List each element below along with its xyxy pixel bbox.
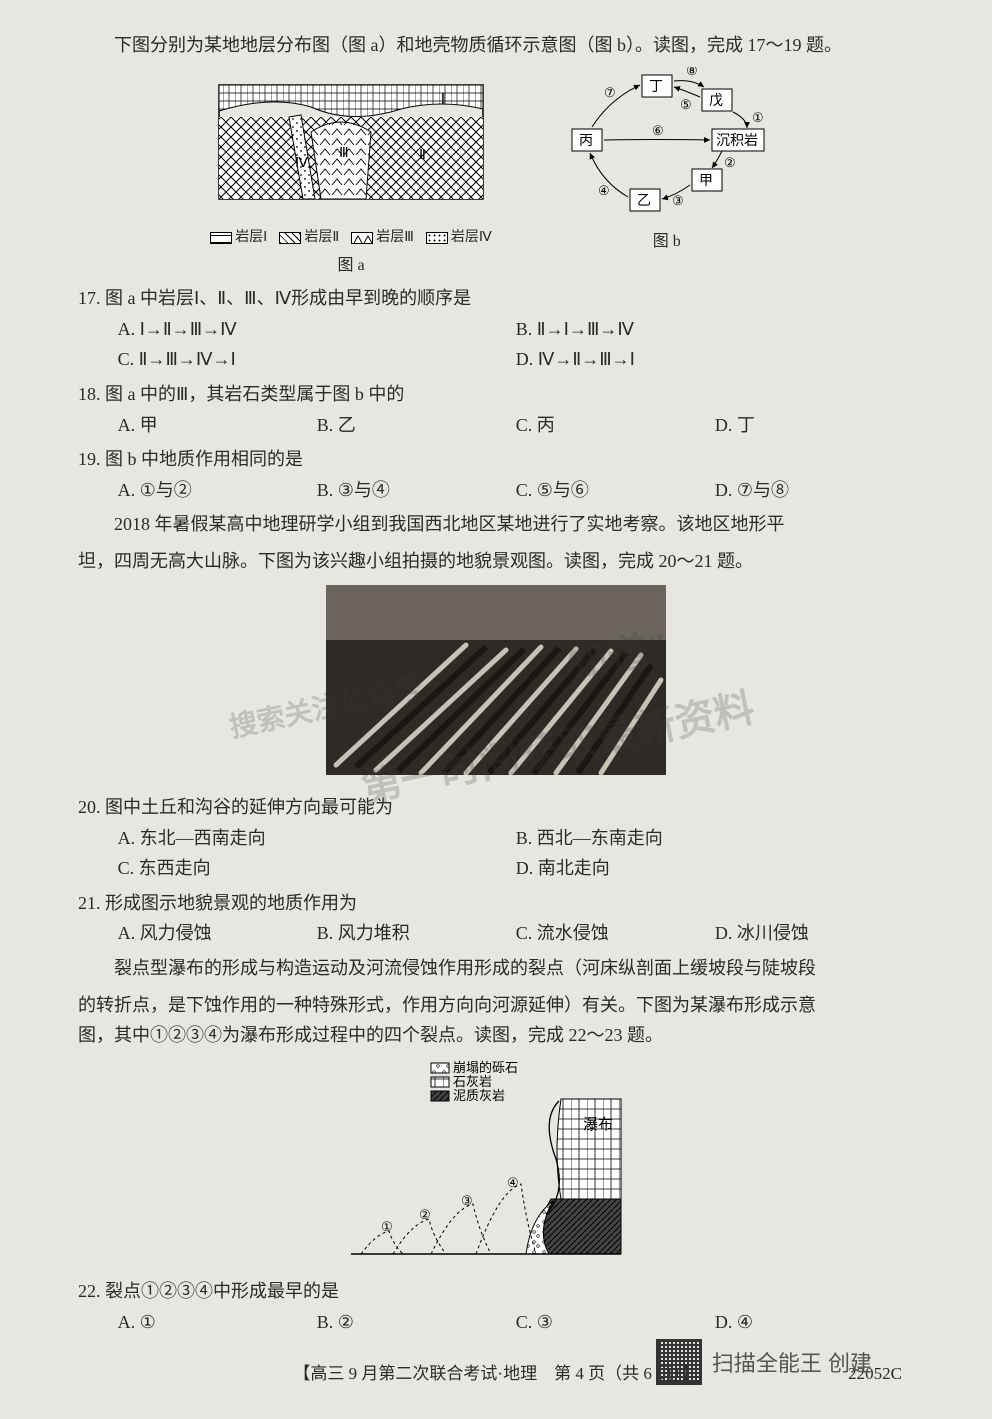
q19-B[interactable]: B. ③与④	[317, 475, 516, 506]
svg-text:Ⅱ: Ⅱ	[419, 148, 426, 163]
figure-a: Ⅰ Ⅱ Ⅲ Ⅳ 岩层Ⅰ 岩层Ⅱ 岩层Ⅲ 岩层Ⅳ 图 a	[210, 67, 492, 280]
svg-text:⑥: ⑥	[652, 123, 664, 138]
q22-B[interactable]: B. ②	[317, 1307, 516, 1338]
q21-stem: 21. 形成图示地貌景观的地质作用为	[78, 888, 914, 919]
q21-D[interactable]: D. 冰川侵蚀	[715, 918, 914, 949]
q20-C[interactable]: C. 东西走向	[118, 853, 516, 884]
svg-text:⑤: ⑤	[680, 97, 692, 112]
footer-text: 【高三 9 月第二次联合考试·地理 第 4 页（共 6 页）】	[293, 1364, 698, 1383]
q18-A[interactable]: A. 甲	[118, 410, 317, 441]
svg-text:④: ④	[507, 1175, 519, 1190]
q18-B[interactable]: B. 乙	[317, 410, 516, 441]
rock-cycle-diagram: 丁 戊 丙 沉积岩 甲 乙 ① ② ③ ④	[552, 67, 782, 217]
svg-text:Ⅰ: Ⅰ	[441, 92, 445, 107]
q22-C[interactable]: C. ③	[516, 1307, 715, 1338]
intro-20-21-line2: 坦，四周无高大山脉。下图为该兴趣小组拍摄的地貌景观图。读图，完成 20～21 题…	[78, 546, 914, 577]
svg-text:崩塌的砾石: 崩塌的砾石	[453, 1060, 518, 1075]
q18-C[interactable]: C. 丙	[516, 410, 715, 441]
svg-text:乙: 乙	[637, 193, 651, 209]
intro-22-23-line1: 裂点型瀑布的形成与构造运动及河流侵蚀作用形成的裂点（河床纵剖面上缓坡段与陡坡段	[78, 953, 914, 984]
svg-text:⑧: ⑧	[686, 67, 698, 78]
q17-options: A. Ⅰ→Ⅱ→Ⅲ→Ⅳ B. Ⅱ→Ⅰ→Ⅲ→Ⅳ C. Ⅱ→Ⅲ→Ⅳ→Ⅰ D. Ⅳ→Ⅱ→…	[78, 314, 914, 375]
qr-text: 扫描全能王 创建	[712, 1346, 872, 1378]
q19-options: A. ①与② B. ③与④ C. ⑤与⑥ D. ⑦与⑧	[78, 475, 914, 506]
q17-B[interactable]: B. Ⅱ→Ⅰ→Ⅲ→Ⅳ	[516, 314, 914, 345]
q19-C[interactable]: C. ⑤与⑥	[516, 475, 715, 506]
q21-C[interactable]: C. 流水侵蚀	[516, 918, 715, 949]
q18-stem: 18. 图 a 中的Ⅲ，其岩石类型属于图 b 中的	[78, 379, 914, 410]
svg-text:②: ②	[419, 1207, 431, 1222]
svg-text:③: ③	[672, 193, 684, 208]
figure-b-caption: 图 b	[552, 228, 782, 255]
svg-text:丙: 丙	[579, 134, 593, 149]
stratum-diagram: Ⅰ Ⅱ Ⅲ Ⅳ	[211, 67, 491, 217]
yardang-photo-wrap: 知道" 第一时间获取最新资料 搜索关注公众号	[78, 585, 914, 785]
svg-text:沉积岩: 沉积岩	[716, 133, 758, 149]
q22-options: A. ① B. ② C. ③ D. ④	[78, 1307, 914, 1338]
waterfall-diagram: 崩塌的砾石 石灰岩 泥质灰岩 瀑布 ① ②	[331, 1059, 661, 1259]
q20-D[interactable]: D. 南北走向	[516, 853, 914, 884]
q21-B[interactable]: B. 风力堆积	[317, 918, 516, 949]
intro-20-21-line1: 2018 年暑假某高中地理研学小组到我国西北地区某地进行了实地考察。该地区地形平	[78, 509, 914, 540]
q17-stem: 17. 图 a 中岩层Ⅰ、Ⅱ、Ⅲ、Ⅳ形成由早到晚的顺序是	[78, 283, 914, 314]
q20-B[interactable]: B. 西北—东南走向	[516, 823, 914, 854]
q17-C[interactable]: C. Ⅱ→Ⅲ→Ⅳ→Ⅰ	[118, 344, 516, 375]
yardang-photo	[326, 585, 666, 775]
qr-code-icon	[656, 1339, 702, 1385]
svg-text:Ⅲ: Ⅲ	[339, 146, 349, 161]
q20-stem: 20. 图中土丘和沟谷的延伸方向最可能为	[78, 792, 914, 823]
svg-text:②: ②	[724, 155, 736, 170]
svg-text:⑦: ⑦	[604, 85, 616, 100]
svg-text:①: ①	[752, 110, 764, 125]
svg-text:瀑布: 瀑布	[583, 1116, 613, 1133]
intro-17-19: 下图分别为某地地层分布图（图 a）和地壳物质循环示意图（图 b）。读图，完成 1…	[78, 30, 914, 61]
q22-stem: 22. 裂点①②③④中形成最早的是	[78, 1276, 914, 1307]
svg-text:泥质灰岩: 泥质灰岩	[453, 1088, 505, 1103]
q19-stem: 19. 图 b 中地质作用相同的是	[78, 444, 914, 475]
scanner-watermark: 扫描全能王 创建	[656, 1339, 872, 1385]
svg-text:戊: 戊	[709, 93, 723, 109]
q22-A[interactable]: A. ①	[118, 1307, 317, 1338]
svg-text:石灰岩: 石灰岩	[453, 1074, 492, 1089]
svg-text:Ⅳ: Ⅳ	[295, 156, 308, 171]
q19-A[interactable]: A. ①与②	[118, 475, 317, 506]
svg-text:④: ④	[598, 183, 610, 198]
q22-D[interactable]: D. ④	[715, 1307, 914, 1338]
q19-D[interactable]: D. ⑦与⑧	[715, 475, 914, 506]
q18-options: A. 甲 B. 乙 C. 丙 D. 丁	[78, 410, 914, 441]
q18-D[interactable]: D. 丁	[715, 410, 914, 441]
q17-A[interactable]: A. Ⅰ→Ⅱ→Ⅲ→Ⅳ	[118, 314, 516, 345]
figure-a-caption: 图 a	[210, 252, 492, 279]
intro-22-23-line2: 的转折点，是下蚀作用的一种特殊形式，作用方向向河源延伸）有关。下图为某瀑布形成示…	[78, 990, 914, 1021]
q21-options: A. 风力侵蚀 B. 风力堆积 C. 流水侵蚀 D. 冰川侵蚀	[78, 918, 914, 949]
svg-text:③: ③	[461, 1193, 473, 1208]
figure-b: 丁 戊 丙 沉积岩 甲 乙 ① ② ③ ④	[552, 67, 782, 256]
svg-text:丁: 丁	[649, 80, 663, 95]
figures-ab: Ⅰ Ⅱ Ⅲ Ⅳ 岩层Ⅰ 岩层Ⅱ 岩层Ⅲ 岩层Ⅳ 图 a	[78, 67, 914, 280]
svg-text:①: ①	[381, 1219, 393, 1234]
svg-text:甲: 甲	[699, 174, 713, 189]
waterfall-figure: 崩塌的砾石 石灰岩 泥质灰岩 瀑布 ① ②	[78, 1059, 914, 1269]
figure-a-legend: 岩层Ⅰ 岩层Ⅱ 岩层Ⅲ 岩层Ⅳ	[210, 226, 492, 250]
q21-A[interactable]: A. 风力侵蚀	[118, 918, 317, 949]
q17-D[interactable]: D. Ⅳ→Ⅱ→Ⅲ→Ⅰ	[516, 344, 914, 375]
intro-22-23-line3: 图，其中①②③④为瀑布形成过程中的四个裂点。读图，完成 22～23 题。	[78, 1020, 914, 1051]
q20-options: A. 东北—西南走向 B. 西北—东南走向 C. 东西走向 D. 南北走向	[78, 823, 914, 884]
exam-page: 下图分别为某地地层分布图（图 a）和地壳物质循环示意图（图 b）。读图，完成 1…	[0, 0, 992, 1419]
q20-A[interactable]: A. 东北—西南走向	[118, 823, 516, 854]
